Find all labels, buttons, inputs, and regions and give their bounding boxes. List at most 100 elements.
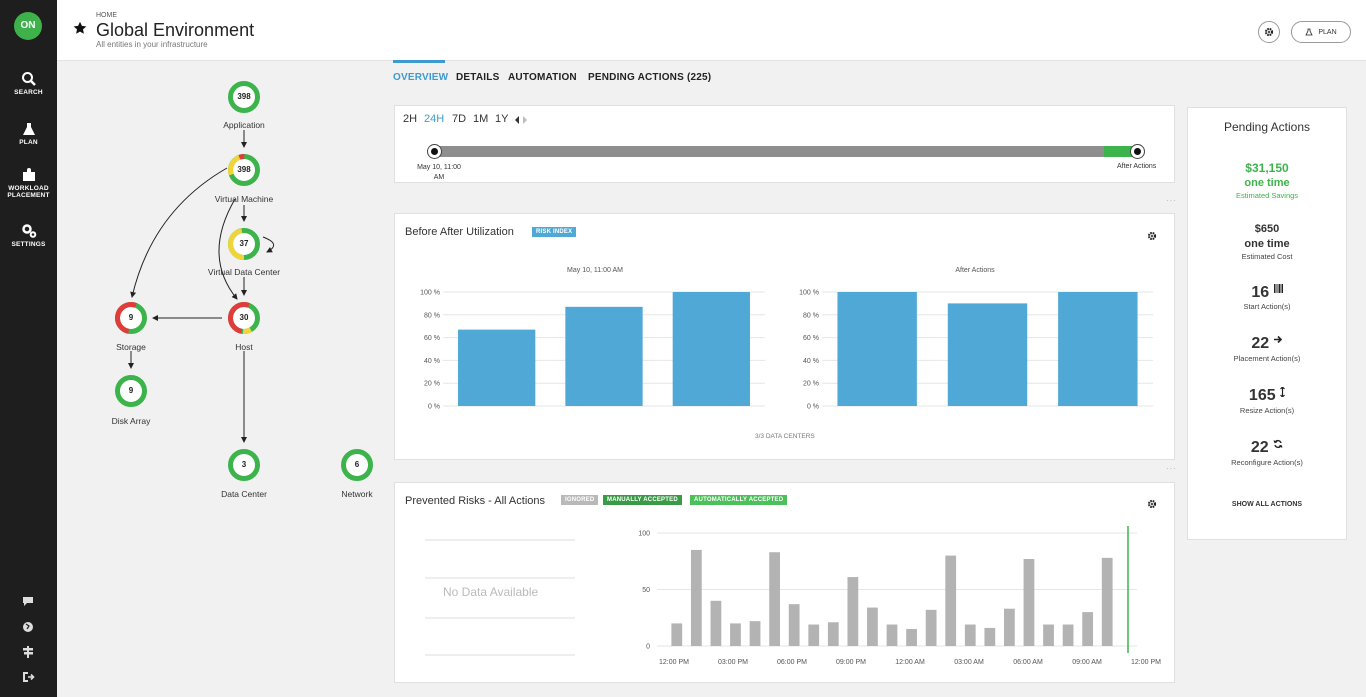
node-label: Virtual Machine [214, 194, 274, 204]
page-subtitle: All entities in your infrastructure [96, 40, 208, 49]
health-ring-icon [228, 449, 260, 481]
risk-bar [886, 624, 898, 646]
gear-icon[interactable] [1147, 499, 1157, 509]
node-count: 37 [239, 239, 249, 248]
reconfigure-actions[interactable]: 22 [1188, 439, 1346, 457]
utilization-bar [837, 292, 917, 406]
timeline-end-label: After Actions [1117, 163, 1157, 170]
health-ring-icon [341, 449, 373, 481]
topology-node-virtual-data-center[interactable]: 37 [227, 227, 261, 261]
y-tick-label: 0 % [428, 404, 440, 411]
risk-bar [788, 604, 800, 646]
start-actions[interactable]: 16 [1188, 284, 1346, 302]
node-count: 6 [354, 460, 360, 469]
resize-vertical-icon [1280, 386, 1286, 398]
timeline-end-handle[interactable] [1130, 144, 1145, 159]
risk-bar [710, 600, 722, 646]
topology-node-network[interactable]: 6 [340, 448, 374, 482]
risk-bar [847, 577, 859, 646]
savings-value: $31,150 [1245, 161, 1289, 175]
node-label: Storage [116, 342, 146, 352]
range-24h[interactable]: 24H [424, 113, 445, 125]
node-count: 9 [128, 386, 134, 395]
plan-button-label: PLAN [1318, 28, 1337, 36]
node-count: 398 [237, 92, 251, 101]
topology-node-host[interactable]: 30 [227, 301, 261, 335]
filter-automatically-accepted[interactable]: AUTOMATICALLY ACCEPTED [690, 495, 788, 505]
range-1m[interactable]: 1M [473, 113, 489, 125]
step-arrows-icon[interactable] [514, 115, 528, 125]
sidebar-item-search[interactable]: SEARCH [0, 71, 57, 96]
node-label: Application [223, 120, 265, 130]
globe-icon[interactable] [21, 620, 35, 634]
y-tick-label: 20 % [803, 381, 819, 388]
utilization-bar [947, 303, 1028, 406]
risk-bar [964, 624, 976, 646]
topology-node-application[interactable]: 398 [227, 80, 261, 114]
sidebar-item-plan[interactable]: PLAN [0, 121, 57, 146]
start-count: 16 [1251, 284, 1270, 301]
node-label: Disk Array [111, 416, 151, 426]
timeline-panel: 2H 24H 7D 1M 1Y May 10, 11:00 AM After A… [394, 105, 1175, 183]
topology-node-virtual-machine[interactable]: 398 [227, 153, 261, 187]
tab-details[interactable]: DETAILS [456, 72, 500, 83]
timeline-track[interactable] [435, 146, 1139, 157]
x-tick-label: 12:00 AM [895, 659, 925, 666]
plan-button[interactable]: PLAN [1291, 21, 1351, 43]
savings-label: Estimated Savings [1235, 191, 1299, 200]
refresh-icon [1273, 439, 1283, 449]
tab-pending-actions[interactable]: PENDING ACTIONS (225) [588, 72, 712, 83]
resize-count: 165 [1248, 387, 1276, 404]
topology-node-disk-array[interactable]: 9 [114, 374, 148, 408]
star-icon[interactable] [73, 21, 87, 35]
risk-bar [730, 623, 741, 646]
active-tab-indicator [393, 60, 445, 63]
topology-node-data-center[interactable]: 3 [227, 448, 261, 482]
range-7d[interactable]: 7D [452, 113, 467, 125]
risk-index-badge[interactable]: RISK INDEX [532, 227, 577, 237]
y-tick-label: 0 % [807, 404, 819, 411]
settings-button[interactable] [1258, 21, 1280, 43]
health-ring-icon [228, 228, 260, 260]
node-count: 30 [239, 313, 249, 322]
utilization-bar [672, 292, 750, 406]
panel-resize-handle[interactable]: ··· [1166, 196, 1177, 205]
range-2h[interactable]: 2H [403, 113, 418, 125]
tab-automation[interactable]: AUTOMATION [508, 72, 577, 83]
topology-node-storage[interactable]: 9 [114, 301, 148, 335]
resize-actions[interactable]: 165 [1188, 386, 1346, 405]
range-1y[interactable]: 1Y [495, 113, 509, 125]
placement-actions[interactable]: 22 [1188, 335, 1346, 353]
node-count: 9 [128, 313, 134, 322]
x-tick-label: 12:00 PM [1131, 659, 1161, 666]
page-title: Global Environment [96, 20, 255, 40]
pending-actions-panel: Pending Actions $31,150 one time Estimat… [1187, 107, 1347, 540]
y-tick-label: 0 [646, 644, 650, 651]
sidebar-item-workload-placement[interactable]: WORKLOAD PLACEMENT [0, 167, 57, 199]
utilization-footer: 3/3 DATA CENTERS [755, 433, 815, 440]
x-tick-label: 03:00 AM [954, 659, 984, 666]
filter-manually-accepted[interactable]: MANUALLY ACCEPTED [603, 495, 682, 505]
no-data-lines [425, 539, 575, 656]
risk-bar [1004, 608, 1015, 646]
show-all-actions-link[interactable]: SHOW ALL ACTIONS [1231, 501, 1303, 508]
health-ring-icon [115, 375, 147, 407]
chat-icon[interactable] [21, 594, 35, 608]
logout-icon[interactable] [21, 670, 35, 684]
risks-title: Prevented Risks - All Actions [405, 495, 546, 507]
tab-overview[interactable]: OVERVIEW [393, 72, 449, 83]
breadcrumb[interactable]: HOME [96, 12, 117, 19]
y-tick-label: 80 % [424, 312, 440, 319]
logo[interactable]: ON [14, 12, 42, 40]
sidebar-item-settings[interactable]: SETTINGS [0, 223, 57, 248]
no-data-label: No Data Available [443, 585, 539, 599]
chart-title: May 10, 11:00 AM [567, 267, 623, 274]
risk-bar [867, 607, 878, 646]
header: HOME Global Environment All entities in … [57, 0, 1366, 61]
filter-ignored[interactable]: IGNORED [561, 495, 599, 505]
signpost-icon[interactable] [21, 645, 35, 659]
timeline-start-handle[interactable] [427, 144, 442, 159]
gear-icon[interactable] [1147, 231, 1157, 241]
panel-resize-handle[interactable]: ··· [1166, 464, 1177, 473]
health-ring-icon [228, 154, 260, 186]
